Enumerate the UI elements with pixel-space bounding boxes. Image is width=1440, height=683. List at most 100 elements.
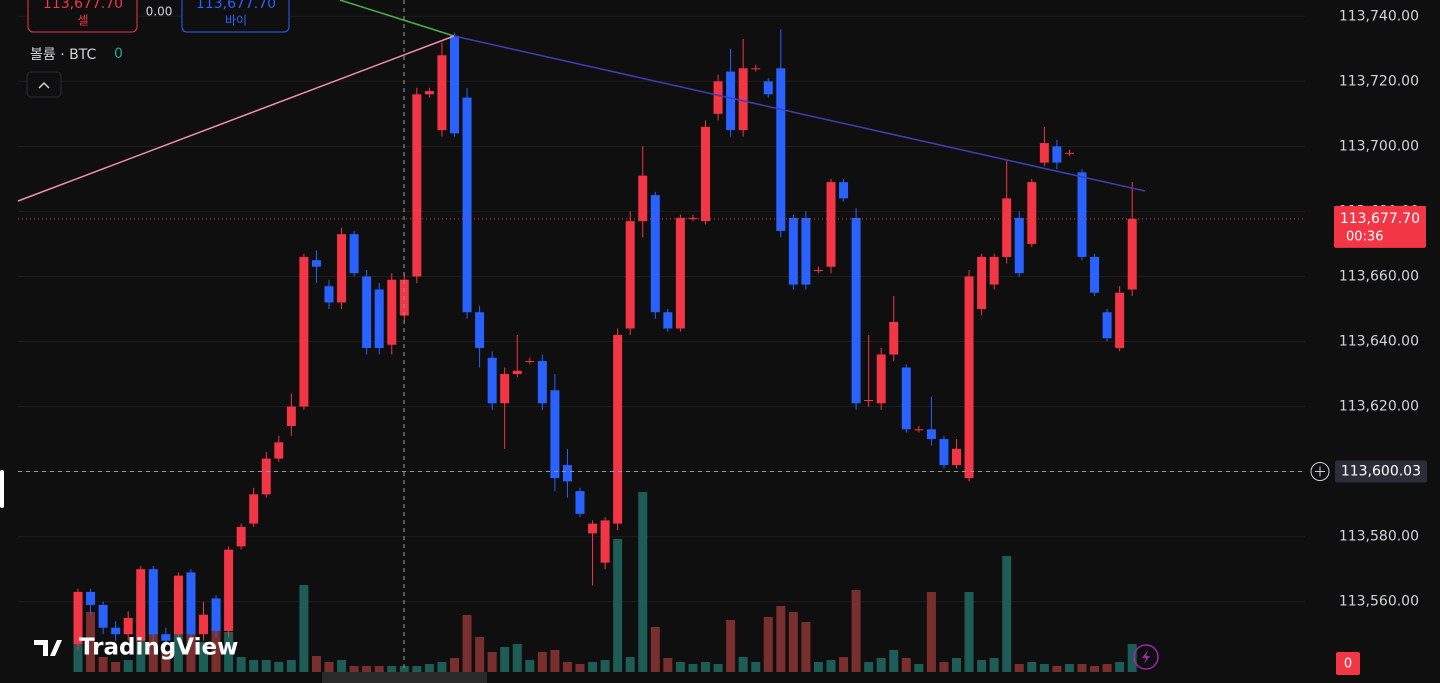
volume-bar bbox=[625, 657, 635, 672]
last-price-box bbox=[1334, 205, 1426, 248]
volume-bar bbox=[537, 652, 547, 672]
candle-body bbox=[450, 35, 459, 134]
candle-body bbox=[575, 491, 585, 514]
volume-bar bbox=[851, 590, 861, 672]
volume-bar bbox=[726, 620, 736, 672]
volume-bar bbox=[1127, 644, 1137, 672]
candle-body bbox=[914, 429, 924, 431]
candle-body bbox=[977, 256, 987, 309]
candle-body bbox=[224, 549, 234, 631]
candle-body bbox=[588, 523, 598, 534]
volume-bar bbox=[236, 657, 246, 672]
volume-bar bbox=[437, 662, 447, 672]
volume-bar bbox=[600, 660, 610, 672]
volume-bar bbox=[839, 657, 849, 672]
volume-bar bbox=[337, 660, 347, 672]
volume-bar bbox=[123, 660, 133, 672]
collapse-button[interactable] bbox=[26, 71, 62, 98]
candle-body bbox=[738, 68, 748, 131]
volume-bar bbox=[926, 592, 936, 672]
candle-body bbox=[111, 627, 121, 635]
volume-bar bbox=[952, 658, 961, 672]
candle-body bbox=[462, 97, 472, 313]
volume-bar bbox=[1014, 664, 1024, 672]
candle-body bbox=[952, 448, 961, 466]
volume-bar bbox=[324, 662, 334, 672]
candle-body bbox=[989, 256, 999, 285]
sell-price: 113,677.70 bbox=[43, 0, 123, 12]
volume-bar bbox=[450, 658, 459, 672]
volume-bar bbox=[989, 658, 999, 672]
candle-body bbox=[349, 234, 359, 274]
candle-body bbox=[1064, 152, 1074, 154]
candle-body bbox=[851, 217, 861, 404]
volume-bar bbox=[763, 617, 773, 672]
candle-body bbox=[86, 591, 96, 605]
spread: 0.00 bbox=[146, 5, 173, 19]
volume-axis-box bbox=[1336, 652, 1360, 675]
volume-bar bbox=[349, 666, 359, 672]
candle-body bbox=[249, 494, 259, 524]
volume-bar bbox=[788, 612, 798, 672]
volume-bar bbox=[462, 615, 472, 672]
candle-body bbox=[337, 234, 347, 303]
logo-text: TradingView bbox=[79, 635, 238, 661]
candle-body bbox=[525, 361, 535, 363]
volume-bar bbox=[487, 652, 497, 672]
candle-body bbox=[638, 175, 648, 222]
volume-bar bbox=[261, 660, 271, 672]
candle-body bbox=[763, 81, 773, 95]
buy-label: 바이 bbox=[225, 14, 247, 28]
candle-body bbox=[1039, 143, 1049, 163]
y-tick-label: 113,640.00 bbox=[1339, 334, 1419, 350]
candle-body bbox=[424, 91, 434, 95]
volume-bar bbox=[512, 644, 522, 672]
volume-bar bbox=[939, 662, 949, 672]
volume-bar bbox=[701, 662, 710, 672]
candle-body bbox=[286, 406, 296, 427]
volume-bar bbox=[399, 666, 409, 672]
candle-body bbox=[211, 598, 221, 631]
candle-body bbox=[475, 312, 485, 349]
volume-bar bbox=[424, 664, 434, 672]
volume-bar bbox=[901, 658, 911, 672]
scrollbar[interactable] bbox=[322, 672, 487, 683]
volume-bar bbox=[311, 656, 321, 672]
candle-body bbox=[311, 260, 321, 267]
volume-bar bbox=[1039, 664, 1049, 672]
collapse-icon bbox=[38, 81, 50, 89]
volume-bar bbox=[374, 666, 384, 672]
alert-icon[interactable] bbox=[1133, 644, 1159, 670]
sell-button[interactable] bbox=[27, 0, 138, 33]
candle-body bbox=[751, 68, 761, 70]
candle-body bbox=[437, 55, 447, 131]
y-tick-label: 113,740.00 bbox=[1339, 8, 1419, 24]
candle-body bbox=[776, 68, 786, 231]
candle-body bbox=[788, 217, 798, 285]
volume-bar bbox=[889, 650, 899, 672]
buy-button[interactable] bbox=[181, 0, 290, 33]
volume-axis-label: 0 bbox=[1344, 657, 1352, 672]
volume-bar bbox=[475, 637, 485, 672]
candle-body bbox=[274, 442, 284, 459]
volume-bar bbox=[688, 664, 698, 672]
candle-body bbox=[663, 312, 673, 329]
volume-bar bbox=[801, 622, 811, 672]
sell-label: 셀 bbox=[77, 14, 88, 28]
candle-body bbox=[73, 591, 83, 644]
y-tick-label: 113,660.00 bbox=[1339, 268, 1419, 284]
candle-body bbox=[98, 604, 108, 628]
candle-body bbox=[864, 400, 874, 402]
crosshair-price-box bbox=[1335, 460, 1427, 483]
candle-body bbox=[813, 269, 823, 271]
candle-body bbox=[1014, 217, 1024, 274]
volume-bar bbox=[713, 664, 723, 672]
candle-body bbox=[726, 71, 736, 131]
volume-bar bbox=[362, 666, 372, 672]
side-tab bbox=[0, 470, 4, 508]
candle-body bbox=[374, 289, 384, 349]
volume-bar bbox=[562, 662, 572, 672]
candle-body bbox=[261, 458, 271, 495]
